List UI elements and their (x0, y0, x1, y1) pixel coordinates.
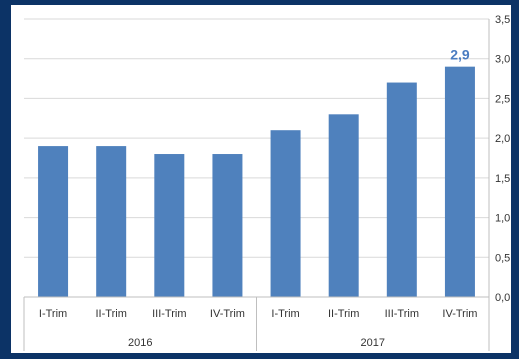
x-tick-label: IV-Trim (442, 308, 477, 320)
x-tick-label: III-Trim (385, 308, 419, 320)
x-tick-label: I-Trim (39, 308, 67, 320)
x-tick-label: IV-Trim (210, 308, 245, 320)
gridlines (24, 18, 489, 258)
group-label: 2016 (128, 337, 152, 349)
bar (444, 66, 475, 298)
x-tick-label: III-Trim (152, 308, 186, 320)
bar (154, 154, 185, 297)
y-tick-label: 0,0 (495, 292, 510, 304)
x-tick-label: II-Trim (96, 308, 127, 320)
bar (386, 82, 417, 298)
y-tick-label: 3,5 (495, 14, 510, 26)
y-tick-label: 2,0 (495, 133, 510, 145)
labels: 0,0 0,5 1,0 1,5 2,0 2,5 3,0 3,5 I-Trim II-Trim III… (39, 14, 510, 349)
y-tick-label: 3,0 (495, 54, 510, 66)
y-tick-label: 2,5 (495, 93, 510, 105)
bar (38, 146, 69, 297)
bar (96, 146, 127, 297)
bar (328, 114, 359, 297)
chart-panel: 0,0 0,5 1,0 1,5 2,0 2,5 3,0 3,5 I-Trim II-Trim III… (11, 5, 511, 353)
bar-chart: 0,0 0,5 1,0 1,5 2,0 2,5 3,0 3,5 I-Trim II-Trim III… (23, 14, 510, 351)
bar (212, 154, 243, 297)
x-tick-label: II-Trim (328, 308, 359, 320)
group-label: 2017 (361, 337, 385, 349)
x-tick-label: I-Trim (271, 308, 299, 320)
axes (23, 19, 490, 351)
bar (270, 130, 301, 297)
y-tick-label: 0,5 (495, 252, 510, 264)
y-tick-label: 1,5 (495, 173, 510, 185)
bars (38, 66, 475, 298)
data-label: 2,9 (450, 47, 470, 63)
y-tick-label: 1,0 (495, 213, 510, 225)
